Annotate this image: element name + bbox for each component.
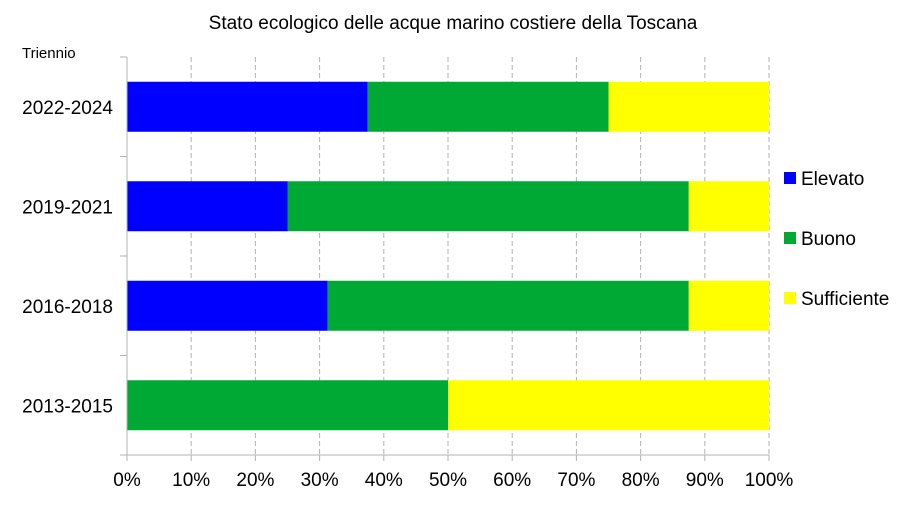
bar-elevato-2019-2021: [127, 181, 288, 232]
bar-buono-2013-2015: [127, 380, 448, 431]
bar-sufficiente-2016-2018: [688, 280, 769, 331]
category-label: 2022-2024: [22, 98, 113, 119]
x-tick-label: 50%: [429, 470, 467, 491]
axes: [120, 56, 770, 461]
legend-label-buono: Buono: [801, 229, 856, 250]
legend-label-sufficiente: Sufficiente: [801, 289, 889, 310]
x-tick-label: 70%: [557, 470, 595, 491]
legend-label-elevato: Elevato: [801, 169, 864, 190]
bar-sufficiente-2013-2015: [448, 380, 769, 431]
category-label: 2013-2015: [22, 396, 113, 417]
x-tick-label: 30%: [301, 470, 339, 491]
bar-buono-2022-2024: [367, 81, 609, 132]
legend: Elevato Buono Sufficiente: [784, 169, 889, 310]
bar-elevato-2016-2018: [127, 280, 328, 331]
x-tick-label: 0%: [113, 470, 141, 491]
x-tick-label: 80%: [622, 470, 660, 491]
x-tick-label: 10%: [172, 470, 210, 491]
bar-elevato-2022-2024: [127, 81, 368, 132]
x-tick-label: 60%: [493, 470, 531, 491]
category-label: 2019-2021: [22, 197, 113, 218]
x-tick-labels: 0% 10% 20% 30% 40% 50% 60% 70% 80% 90% 100%: [113, 470, 793, 491]
bar-sufficiente-2022-2024: [608, 81, 769, 132]
x-tick-label: 100%: [745, 470, 794, 491]
bar-sufficiente-2019-2021: [688, 181, 769, 232]
bars: [127, 81, 769, 431]
y-axis-label: Triennio: [22, 45, 76, 62]
legend-swatch-sufficiente: [784, 292, 796, 304]
x-tick-label: 20%: [236, 470, 274, 491]
x-tick-label: 90%: [686, 470, 724, 491]
bar-buono-2019-2021: [287, 181, 689, 232]
legend-swatch-elevato: [784, 172, 796, 184]
x-tick-label: 40%: [365, 470, 403, 491]
legend-swatch-buono: [784, 232, 796, 244]
chart-title: Stato ecologico delle acque marino costi…: [209, 13, 698, 34]
category-label: 2016-2018: [22, 297, 113, 318]
category-labels: 2022-2024 2019-2021 2016-2018 2013-2015: [22, 98, 113, 418]
bar-buono-2016-2018: [327, 280, 689, 331]
